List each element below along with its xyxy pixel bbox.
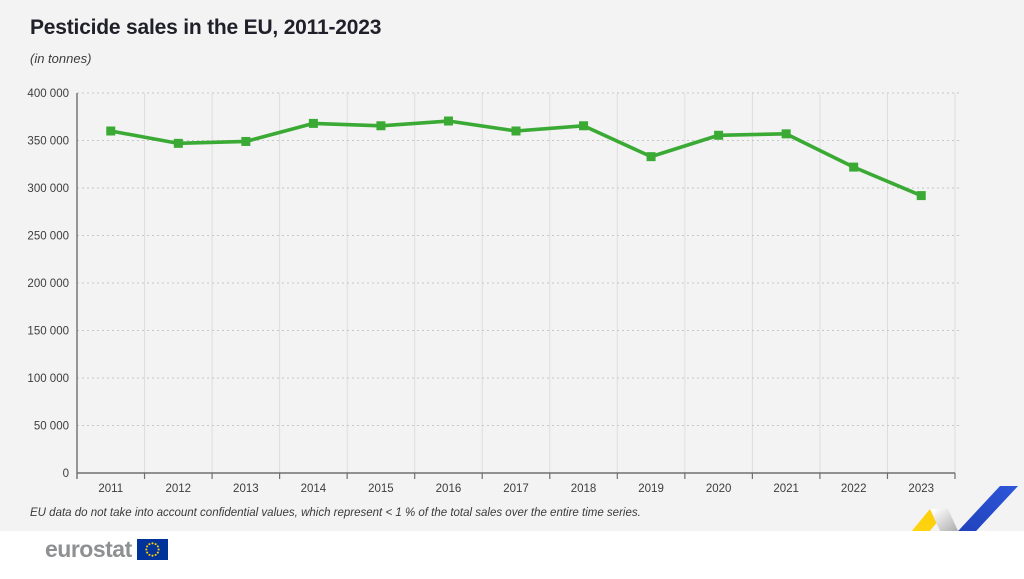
x-axis-label: 2012 [166, 483, 192, 495]
eu-flag-icon [136, 539, 168, 560]
footnote-text: EU data do not take into account confide… [30, 507, 641, 519]
data-point [781, 129, 791, 139]
eu-flag-star [145, 551, 148, 554]
eurostat-logo: eurostat [45, 538, 168, 561]
data-point [511, 126, 521, 136]
eu-flag-star [145, 545, 148, 548]
data-point [173, 138, 183, 148]
x-axis-label: 2011 [98, 483, 123, 495]
y-axis-label: 300 000 [27, 183, 69, 195]
x-axis-label: 2014 [301, 483, 327, 495]
eu-flag-star [157, 548, 160, 551]
y-axis-label: 150 000 [27, 326, 69, 338]
x-axis-label: 2015 [368, 483, 394, 495]
x-axis-label: 2019 [638, 483, 664, 495]
eu-flag-star [151, 554, 154, 557]
eu-flag-star [148, 543, 151, 546]
chart-title: Pesticide sales in the EU, 2011-2023 [30, 16, 382, 39]
x-axis-label: 2023 [908, 483, 934, 495]
y-axis-label: 200 000 [27, 278, 69, 290]
x-axis-label: 2020 [706, 483, 732, 495]
chart-subtitle: (in tonnes) [30, 51, 92, 66]
eurostat-logo-text: eurostat [45, 536, 132, 562]
y-axis-label: 250 000 [27, 231, 69, 243]
data-point [308, 118, 318, 128]
data-point [579, 121, 589, 131]
x-axis-label: 2018 [571, 483, 597, 495]
data-point [443, 116, 453, 126]
eu-flag-star [156, 551, 159, 554]
x-axis-label: 2013 [233, 483, 259, 495]
y-axis-label: 100 000 [27, 373, 69, 385]
footer-bar: eurostat [0, 531, 1024, 579]
y-axis-label: 400 000 [27, 88, 69, 100]
eu-flag-star [145, 548, 148, 551]
eu-flag-star [148, 553, 151, 556]
data-point [106, 126, 116, 136]
data-point [849, 162, 859, 172]
data-point [376, 121, 386, 131]
eu-flag-background [136, 539, 168, 560]
x-axis-label: 2017 [503, 483, 529, 495]
data-point [916, 191, 926, 201]
data-point [714, 130, 724, 140]
eu-flag-star [154, 553, 157, 556]
data-point [646, 152, 656, 162]
eu-flag-star [154, 543, 157, 546]
data-point [241, 136, 251, 146]
eu-flag-star [151, 542, 154, 545]
x-axis-label: 2016 [436, 483, 462, 495]
y-axis-label: 50 000 [34, 421, 69, 433]
x-axis-label: 2021 [773, 483, 799, 495]
y-axis-label: 350 000 [27, 136, 69, 148]
eu-flag-star [156, 545, 159, 548]
x-axis-label: 2022 [841, 483, 867, 495]
y-axis-label: 0 [63, 468, 69, 480]
